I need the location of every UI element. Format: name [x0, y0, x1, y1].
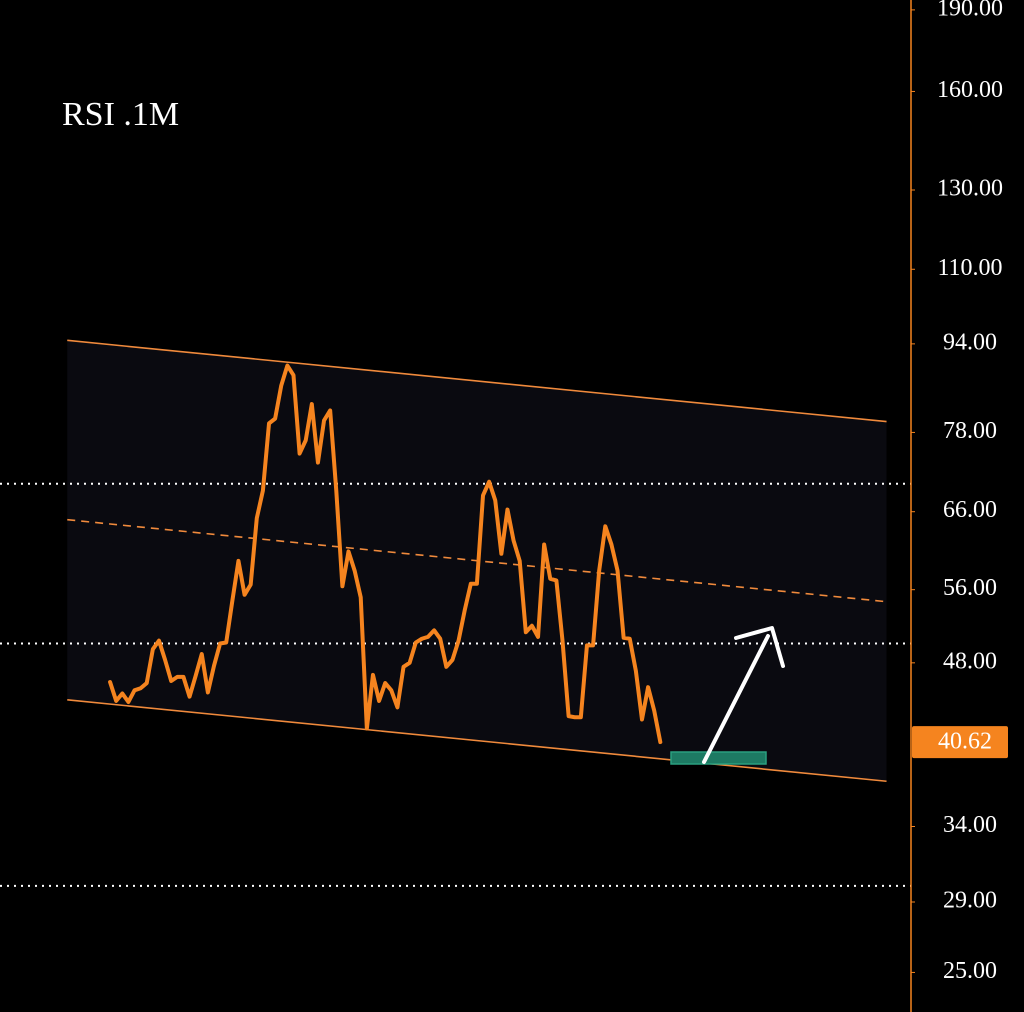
y-tick-label: 94.00 [943, 329, 997, 355]
y-tick-label: 66.00 [943, 497, 997, 523]
plot-area [0, 339, 911, 887]
channel-lower [67, 699, 887, 783]
y-tick-label: 34.00 [943, 812, 997, 838]
rsi-line [108, 363, 663, 745]
current-value-box [912, 726, 1008, 759]
y-tick-label: 110.00 [937, 255, 1002, 281]
arrow-head [734, 626, 785, 668]
y-tick-label: 190.00 [937, 0, 1003, 21]
y-tick-label: 56.00 [943, 575, 997, 601]
y-tick-label: 130.00 [937, 175, 1003, 201]
y-tick-label: 29.00 [943, 887, 997, 913]
support-box [670, 751, 767, 765]
current-value-label: 40.62 [938, 729, 992, 755]
y-tick-label: 48.00 [943, 648, 997, 674]
arrow [702, 626, 785, 764]
arrow-shaft [702, 634, 770, 764]
y-tick-label: 25.00 [943, 958, 997, 984]
channel-upper [67, 339, 887, 423]
chart-title: RSI .1M [62, 96, 179, 133]
y-tick-label: 78.00 [943, 418, 997, 444]
y-tick-label: 160.00 [937, 77, 1003, 103]
